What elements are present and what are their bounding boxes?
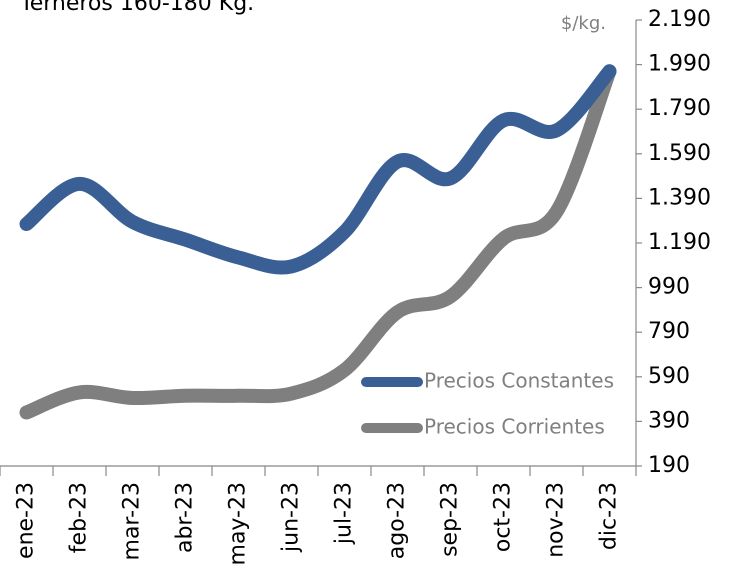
x-tick-label: dic-23 (597, 482, 622, 550)
legend-label: Precios Constantes (424, 369, 614, 393)
y-tick-label: 1.590 (648, 141, 711, 166)
y-tick-label: 2.190 (648, 7, 711, 32)
x-tick-label: nov-23 (544, 482, 569, 558)
x-tick-label: abr-23 (173, 482, 198, 553)
x-tick-label: ene-23 (14, 482, 39, 559)
x-tick-label: feb-23 (67, 482, 92, 553)
x-tick-label: sep-23 (438, 482, 463, 557)
y-axis-label: $/kg. (561, 13, 606, 34)
x-tick-label: mar-23 (120, 482, 145, 560)
line-series (19, 64, 617, 420)
line-series (19, 64, 617, 275)
y-tick-label: 1.390 (648, 185, 711, 210)
x-tick-label: jun-23 (279, 482, 304, 553)
y-tick-label: 1.990 (648, 52, 711, 77)
y-tick-label: 590 (648, 364, 690, 389)
x-tick-label: oct-23 (491, 482, 516, 552)
y-tick-label: 1.190 (648, 230, 711, 255)
y-tick-label: 990 (648, 275, 690, 300)
x-tick-label: ago-23 (385, 482, 410, 559)
y-tick-label: 1.790 (648, 96, 711, 121)
y-tick-label: 190 (648, 453, 690, 478)
legend-label: Precios Corrientes (424, 415, 605, 439)
x-tick-label: may-23 (226, 482, 251, 565)
chart-title: Terneros 160-180 Kg. (19, 0, 254, 16)
y-tick-label: 390 (648, 408, 690, 433)
x-tick-label: jul-23 (332, 482, 357, 545)
y-tick-label: 790 (648, 319, 690, 344)
